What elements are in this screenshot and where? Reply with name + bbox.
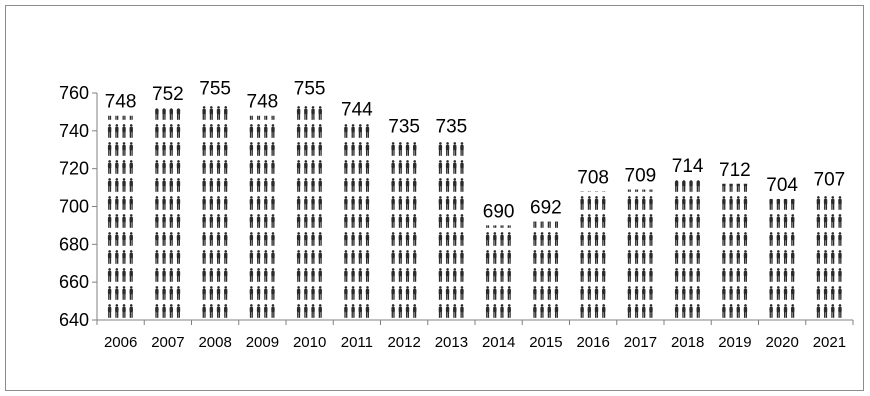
bar <box>722 183 748 318</box>
x-category-label: 2020 <box>765 334 798 351</box>
data-label: 692 <box>530 198 562 219</box>
x-category-label: 2008 <box>198 334 231 351</box>
data-label: 709 <box>625 165 657 186</box>
x-category-label: 2010 <box>293 334 326 351</box>
x-category-label: 2018 <box>671 334 704 351</box>
bar <box>816 196 842 318</box>
x-category-label: 2012 <box>387 334 420 351</box>
bar <box>674 180 700 318</box>
data-label: 735 <box>388 116 420 137</box>
y-tick-label: 680 <box>59 234 89 254</box>
bar <box>533 221 559 318</box>
bar <box>107 115 133 318</box>
y-tick-label: 760 <box>59 83 89 103</box>
bar <box>344 124 370 318</box>
data-label: 714 <box>672 156 704 177</box>
bar <box>296 106 322 318</box>
x-category-label: 2019 <box>718 334 751 351</box>
data-label: 744 <box>341 99 373 120</box>
x-category-label: 2011 <box>341 334 373 351</box>
y-tick-label: 720 <box>59 159 89 179</box>
bar <box>438 142 464 318</box>
data-label: 752 <box>152 84 184 105</box>
bar <box>485 225 511 318</box>
x-category-label: 2014 <box>482 334 515 351</box>
bar <box>627 189 653 318</box>
x-category-label: 2016 <box>576 334 609 351</box>
y-tick-label: 740 <box>59 121 89 141</box>
chart-frame <box>5 5 864 391</box>
x-category-label: 2006 <box>104 334 137 351</box>
y-tick-label: 700 <box>59 197 89 217</box>
x-category-label: 2007 <box>151 334 184 351</box>
data-label: 712 <box>719 160 751 181</box>
data-label: 735 <box>436 116 468 137</box>
data-label: 708 <box>577 167 609 188</box>
bar <box>249 115 275 318</box>
data-label: 755 <box>199 78 231 99</box>
x-category-label: 2009 <box>246 334 279 351</box>
y-tick-label: 660 <box>59 272 89 292</box>
bar <box>580 191 606 318</box>
data-label: 748 <box>247 92 279 113</box>
y-tick-label: 640 <box>59 310 89 330</box>
x-category-label: 2013 <box>435 334 468 351</box>
data-label: 707 <box>814 169 846 190</box>
bar <box>155 108 181 318</box>
x-category-label: 2015 <box>529 334 562 351</box>
x-category-label: 2017 <box>624 334 657 351</box>
data-label: 704 <box>766 175 798 196</box>
data-label: 755 <box>294 78 326 99</box>
x-category-label: 2021 <box>813 334 846 351</box>
bar <box>769 198 795 318</box>
bar <box>202 106 228 318</box>
data-label: 748 <box>105 92 137 113</box>
bar <box>391 142 417 318</box>
data-label: 690 <box>483 201 515 222</box>
